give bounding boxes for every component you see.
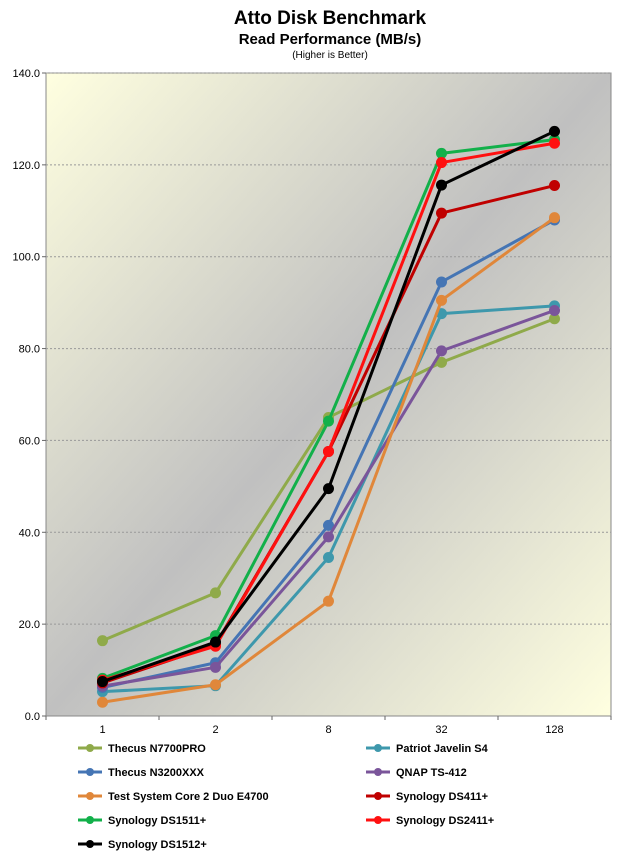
data-point xyxy=(549,313,560,325)
x-tick-label: 128 xyxy=(545,724,563,736)
legend-swatch-marker xyxy=(86,792,94,800)
y-tick-label: 100.0 xyxy=(12,252,40,264)
legend-label: Synology DS411+ xyxy=(396,791,488,803)
legend-item: Synology DS1512+ xyxy=(78,839,207,851)
data-point xyxy=(323,445,334,457)
chart-note: (Higher is Better) xyxy=(292,50,368,61)
data-point xyxy=(323,531,334,543)
data-point xyxy=(97,635,108,647)
data-point xyxy=(323,415,334,427)
legend-item: Synology DS411+ xyxy=(366,791,488,803)
legend: Thecus N7700PRO Patriot Javelin S4 Thecus … xyxy=(78,743,494,851)
legend-item: Synology DS2411+ xyxy=(366,815,494,827)
data-point xyxy=(436,147,447,159)
legend-label: Synology DS2411+ xyxy=(396,815,494,827)
data-point xyxy=(436,276,447,288)
y-tick-label: 0.0 xyxy=(25,711,40,723)
data-point xyxy=(549,304,560,316)
legend-label: Patriot Javelin S4 xyxy=(396,743,489,755)
data-point xyxy=(210,636,221,648)
legend-swatch-marker xyxy=(86,816,94,824)
data-point xyxy=(549,125,560,137)
legend-item: Thecus N3200XXX xyxy=(78,767,205,779)
chart-title: Atto Disk Benchmark xyxy=(234,8,427,29)
data-point xyxy=(97,696,108,708)
series-layer xyxy=(97,125,560,708)
y-tick-label: 80.0 xyxy=(19,344,40,356)
data-point xyxy=(323,519,334,531)
legend-swatch-marker xyxy=(374,792,382,800)
x-tick-label: 1 xyxy=(99,724,105,736)
legend-item: Synology DS1511+ xyxy=(78,815,206,827)
data-point xyxy=(323,483,334,495)
legend-swatch-marker xyxy=(86,840,94,848)
legend-item: QNAP TS-412 xyxy=(366,767,467,779)
series-8 xyxy=(97,125,560,688)
x-tick-label: 32 xyxy=(435,724,447,736)
x-tick-label: 2 xyxy=(212,724,218,736)
legend-label: Synology DS1511+ xyxy=(108,815,206,827)
legend-label: QNAP TS-412 xyxy=(396,767,467,779)
data-point xyxy=(210,661,221,673)
legend-swatch-marker xyxy=(374,744,382,752)
series-4 xyxy=(97,212,560,708)
data-point xyxy=(436,157,447,169)
legend-item: Patriot Javelin S4 xyxy=(366,743,489,755)
chart-subtitle: Read Performance (MB/s) xyxy=(239,31,422,48)
legend-label: Thecus N7700PRO xyxy=(108,743,206,755)
legend-item: Test System Core 2 Duo E4700 xyxy=(78,791,269,803)
data-point xyxy=(549,137,560,149)
data-point xyxy=(323,595,334,607)
y-tick-label: 140.0 xyxy=(12,68,40,80)
legend-swatch-marker xyxy=(86,768,94,776)
legend-swatch-marker xyxy=(374,768,382,776)
legend-swatch-marker xyxy=(86,744,94,752)
data-point xyxy=(436,356,447,368)
y-tick-label: 40.0 xyxy=(19,527,40,539)
legend-label: Thecus N3200XXX xyxy=(108,767,205,779)
legend-item: Thecus N7700PRO xyxy=(78,743,206,755)
y-tick-label: 60.0 xyxy=(19,435,40,447)
y-tick-label: 20.0 xyxy=(19,619,40,631)
data-point xyxy=(549,180,560,192)
legend-label: Test System Core 2 Duo E4700 xyxy=(108,791,269,803)
data-point xyxy=(436,207,447,219)
data-point xyxy=(323,552,334,564)
y-tick-label: 120.0 xyxy=(12,160,40,172)
x-tick-label: 8 xyxy=(325,724,331,736)
plot-area xyxy=(45,72,612,717)
data-point xyxy=(436,345,447,357)
data-point xyxy=(436,294,447,306)
data-point xyxy=(436,179,447,191)
data-point xyxy=(210,679,221,691)
data-point xyxy=(549,212,560,224)
legend-swatch-marker xyxy=(374,816,382,824)
data-point xyxy=(210,587,221,599)
legend-label: Synology DS1512+ xyxy=(108,839,207,851)
data-point xyxy=(97,676,108,688)
